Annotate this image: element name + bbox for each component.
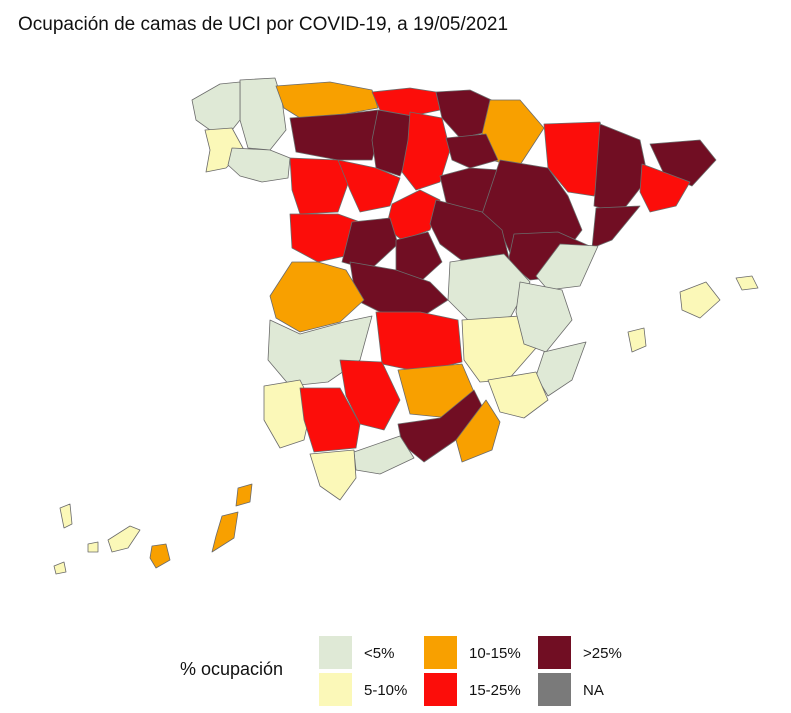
region-valencia [515, 281, 573, 353]
region-pontevedra [204, 127, 245, 173]
region-menorca [735, 275, 759, 291]
region-castellon [535, 243, 599, 291]
legend-swatch-na [538, 673, 571, 706]
legend-label-lt5: <5% [364, 645, 395, 662]
region-barcelona [639, 163, 691, 213]
region-coruna [191, 81, 241, 131]
region-elhierro [53, 561, 67, 575]
legend-title: % ocupación [180, 659, 284, 679]
region-larioja [445, 133, 499, 169]
legend-swatch-lt5 [319, 636, 352, 669]
region-mallorca [679, 281, 721, 319]
legend-label-5-10: 5-10% [364, 682, 408, 699]
region-huelva [263, 379, 313, 449]
region-lugo [239, 77, 287, 151]
region-fuerteventura [211, 511, 239, 553]
region-caceres [269, 261, 365, 333]
map-title: Ocupación de camas de UCI por COVID-19, … [18, 14, 509, 35]
region-tarragona [591, 205, 641, 249]
region-cordoba [339, 359, 401, 431]
region-almeria [455, 399, 501, 463]
legend-label-15-25: 15-25% [469, 682, 521, 699]
region-leon [289, 109, 381, 161]
region-lagomera [87, 541, 99, 553]
region-burgos [401, 111, 451, 191]
region-cadiz [309, 449, 357, 501]
region-ibiza [627, 327, 647, 353]
legend-swatch-10-15 [424, 636, 457, 669]
legend-swatch-gt25 [538, 636, 571, 669]
region-avila [341, 217, 399, 271]
legend-label-10-15: 10-15% [469, 645, 521, 662]
region-tenerife [107, 525, 141, 553]
region-malaga [353, 435, 415, 475]
region-alicante [535, 341, 587, 397]
region-madrid [395, 231, 443, 283]
legend-swatch-5-10 [319, 673, 352, 706]
region-grancanaria [149, 543, 171, 569]
region-valladolid [337, 159, 401, 213]
legend-swatch-15-25 [424, 673, 457, 706]
region-murcia [487, 371, 549, 419]
region-sevilla [299, 387, 361, 453]
region-ciudadreal [375, 311, 463, 373]
region-ourense [227, 147, 291, 183]
region-lleida [593, 123, 649, 215]
legend-label-gt25: >25% [583, 645, 622, 662]
region-asturias [275, 81, 379, 119]
legend-label-na: NA [583, 682, 604, 699]
region-lapalma [59, 503, 73, 529]
region-lanzarote [235, 483, 253, 507]
